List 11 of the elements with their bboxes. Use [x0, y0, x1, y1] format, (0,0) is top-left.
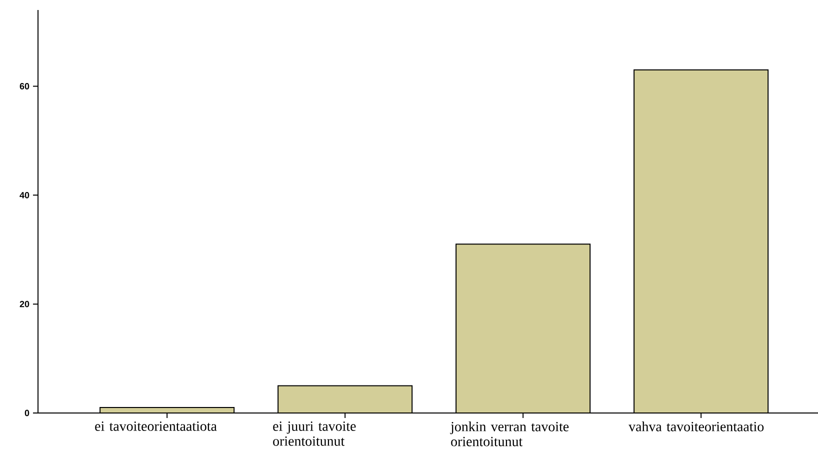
y-tick-label: 40 [20, 192, 30, 198]
x-tick-label: ei tavoiteorientaatiota [95, 422, 217, 431]
bar [456, 244, 590, 413]
x-tick-label: jonkin verran tavoite orientoitunut [450, 421, 569, 446]
x-tick-label: vahva tavoiteorientaatio [628, 421, 764, 432]
bar [634, 69, 769, 413]
bar [278, 386, 412, 413]
y-tick-label: 0 [24, 410, 30, 416]
y-tick-label: 60 [20, 83, 30, 90]
x-tick-label: ei juuri tavoite orientoitunut [273, 422, 356, 446]
y-tick-label: 20 [20, 300, 30, 308]
